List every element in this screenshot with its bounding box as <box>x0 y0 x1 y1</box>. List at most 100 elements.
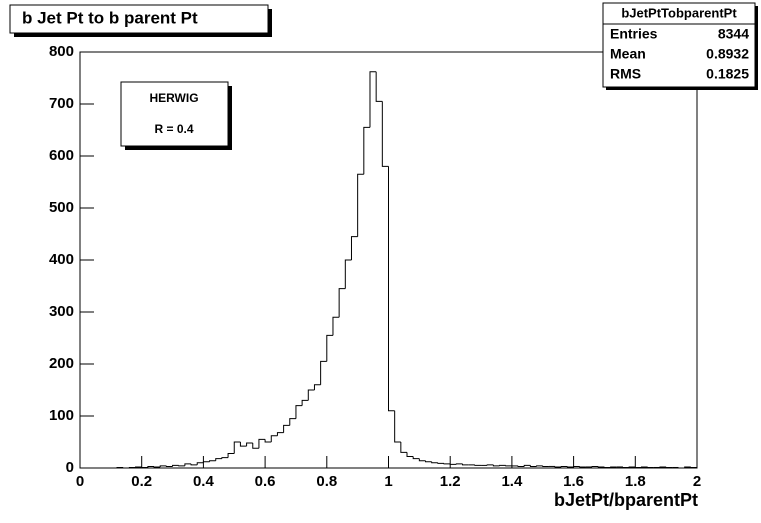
histogram-bin <box>610 466 617 468</box>
y-tick-label: 100 <box>49 407 74 424</box>
histogram-bin <box>573 465 580 467</box>
histogram-bin <box>264 439 272 443</box>
histogram-bin <box>499 464 506 466</box>
y-tick-label: 200 <box>49 355 74 372</box>
histogram-bin <box>412 456 420 460</box>
annotation: HERWIG <box>149 91 198 105</box>
histogram-bin <box>344 259 352 289</box>
histogram-bin <box>634 466 642 468</box>
histogram-bin <box>462 463 469 466</box>
title-box <box>9 4 269 34</box>
x-tick-label: 1 <box>384 473 392 490</box>
chart-title: b Jet Pt to b parent Pt <box>22 8 198 27</box>
histogram-bin <box>659 466 667 468</box>
stats-value: 0.8932 <box>706 46 749 62</box>
y-tick-label: 300 <box>49 303 74 320</box>
stats-label: Entries <box>610 26 658 42</box>
histogram-bin <box>400 442 408 453</box>
histogram-bin <box>640 466 648 468</box>
histogram-bin <box>431 461 438 464</box>
histogram-bin <box>474 464 482 466</box>
histogram-bin <box>566 466 574 468</box>
x-tick-label: 0.2 <box>131 473 152 490</box>
histogram-bin <box>375 71 383 102</box>
stats-value: 0.1825 <box>706 66 749 82</box>
histogram-bin <box>252 443 259 449</box>
histogram-bin <box>388 166 395 412</box>
y-tick-label: 400 <box>49 251 74 268</box>
histogram-bin <box>449 463 457 465</box>
histogram-bin <box>141 466 148 468</box>
x-tick-label: 1.4 <box>501 473 523 490</box>
histogram-bin <box>394 410 401 443</box>
histogram-bin <box>554 466 562 468</box>
histogram-bin <box>622 466 630 468</box>
histogram-bin <box>597 466 605 468</box>
histogram-bin <box>313 384 321 390</box>
histogram-bin <box>529 465 537 467</box>
y-tick-label: 600 <box>49 147 74 164</box>
histogram-bin <box>202 461 210 463</box>
histogram-bin <box>301 399 309 406</box>
histogram-bin <box>560 465 568 467</box>
histogram-bin <box>239 442 247 447</box>
histogram-bin <box>221 457 229 459</box>
histogram-bin <box>209 460 216 462</box>
histogram-bin <box>684 466 691 468</box>
histogram-bin <box>184 463 192 466</box>
histogram-bin <box>677 467 685 469</box>
histogram-bin <box>628 466 636 468</box>
x-axis-label: bJetPt/bparentPt <box>554 490 698 510</box>
histogram-bin <box>369 71 377 128</box>
histogram-bin <box>505 465 512 467</box>
x-tick-label: 0.8 <box>316 473 337 490</box>
histogram-bin <box>332 316 340 336</box>
histogram-bin <box>165 465 173 467</box>
y-tick-label: 700 <box>49 95 74 112</box>
histogram-bin <box>647 466 654 468</box>
histogram-bin <box>128 466 136 468</box>
histogram-bin <box>122 467 130 469</box>
histogram-bin <box>178 465 185 467</box>
histogram-bin <box>227 452 235 458</box>
stats-label: RMS <box>610 66 641 82</box>
y-tick-label: 0 <box>66 459 74 476</box>
histogram-bin <box>579 466 586 468</box>
x-tick-label: 0.6 <box>255 473 276 490</box>
stats-title: bJetPtTobparentPt <box>621 5 737 20</box>
stats-box <box>602 2 756 88</box>
histogram-bin <box>320 360 327 385</box>
histogram-bin <box>443 463 451 465</box>
histogram-bin <box>147 465 155 468</box>
x-tick-label: 1.2 <box>440 473 461 490</box>
histogram-bin <box>153 466 161 468</box>
histogram-bin <box>172 464 179 467</box>
histogram-bin <box>190 463 198 466</box>
histogram-bin <box>603 466 611 468</box>
annotation: R = 0.4 <box>154 122 193 136</box>
histogram-bin <box>418 458 426 462</box>
x-tick-label: 1.8 <box>625 473 646 490</box>
stats-label: Mean <box>610 46 646 62</box>
histogram-bin <box>455 463 463 465</box>
histogram-bin <box>295 405 303 419</box>
x-tick-label: 1.6 <box>563 473 584 490</box>
histogram-bin <box>270 435 278 442</box>
y-tick-label: 800 <box>49 43 74 60</box>
histogram-bin <box>536 465 543 467</box>
histogram-bin <box>523 464 531 467</box>
histogram-bin <box>381 101 389 167</box>
histogram-bin <box>233 441 241 454</box>
histogram-bin <box>665 466 673 468</box>
histogram-bin <box>357 173 364 237</box>
histogram-bin <box>289 418 296 426</box>
histogram-bin <box>406 452 414 458</box>
histogram-bin <box>276 432 284 436</box>
x-tick-label: 0 <box>76 473 84 490</box>
histogram-bin <box>307 389 315 401</box>
histogram-bin <box>486 464 494 466</box>
histogram-bin <box>196 462 204 465</box>
histogram-bin <box>159 465 167 467</box>
histogram-bin <box>326 334 333 362</box>
